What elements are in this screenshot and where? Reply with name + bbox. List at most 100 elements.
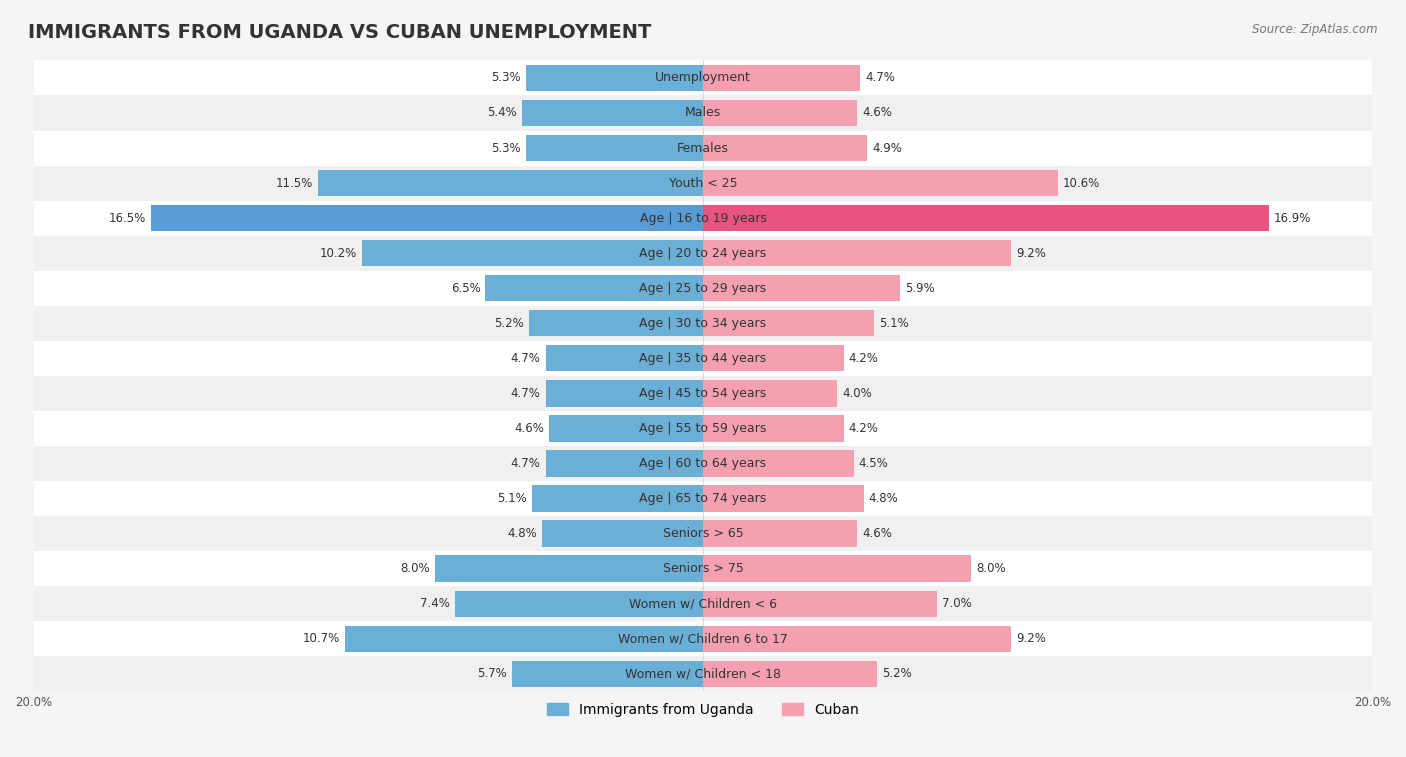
Text: 4.7%: 4.7% (865, 71, 896, 85)
Bar (512, 661, 703, 687)
Text: Age | 55 to 59 years: Age | 55 to 59 years (640, 422, 766, 435)
Bar (703, 380, 837, 407)
Text: Age | 45 to 54 years: Age | 45 to 54 years (640, 387, 766, 400)
Text: 4.8%: 4.8% (508, 527, 537, 540)
Text: 5.9%: 5.9% (905, 282, 935, 294)
Text: 16.9%: 16.9% (1274, 212, 1310, 225)
Legend: Immigrants from Uganda, Cuban: Immigrants from Uganda, Cuban (541, 697, 865, 722)
Bar (436, 556, 703, 581)
Bar (34, 446, 1372, 481)
Bar (34, 61, 1372, 95)
Bar (526, 65, 703, 91)
Bar (703, 240, 1011, 266)
Text: 10.7%: 10.7% (302, 632, 340, 645)
Bar (34, 95, 1372, 130)
Text: Females: Females (678, 142, 728, 154)
Bar (456, 590, 703, 617)
Text: 4.2%: 4.2% (849, 352, 879, 365)
Bar (34, 586, 1372, 621)
Text: 8.0%: 8.0% (976, 562, 1005, 575)
Bar (344, 625, 703, 652)
Bar (361, 240, 703, 266)
Text: Age | 65 to 74 years: Age | 65 to 74 years (640, 492, 766, 505)
Bar (543, 520, 703, 547)
Bar (703, 520, 858, 547)
Text: 5.2%: 5.2% (882, 667, 912, 681)
Text: 5.2%: 5.2% (494, 316, 524, 330)
Text: 16.5%: 16.5% (108, 212, 146, 225)
Bar (34, 271, 1372, 306)
Bar (703, 100, 858, 126)
Text: 5.7%: 5.7% (478, 667, 508, 681)
Bar (703, 590, 938, 617)
Bar (485, 275, 703, 301)
Bar (34, 166, 1372, 201)
Text: Women w/ Children < 6: Women w/ Children < 6 (628, 597, 778, 610)
Text: 4.2%: 4.2% (849, 422, 879, 435)
Bar (34, 235, 1372, 271)
Text: 6.5%: 6.5% (451, 282, 481, 294)
Bar (548, 416, 703, 441)
Bar (34, 306, 1372, 341)
Text: 7.4%: 7.4% (420, 597, 450, 610)
Bar (546, 345, 703, 372)
Bar (529, 310, 703, 336)
Text: 4.9%: 4.9% (872, 142, 901, 154)
Bar (703, 345, 844, 372)
Bar (703, 625, 1011, 652)
Bar (703, 416, 844, 441)
Text: 4.7%: 4.7% (510, 387, 541, 400)
Text: 4.6%: 4.6% (515, 422, 544, 435)
Text: Seniors > 75: Seniors > 75 (662, 562, 744, 575)
Bar (546, 380, 703, 407)
Text: Age | 20 to 24 years: Age | 20 to 24 years (640, 247, 766, 260)
Bar (34, 375, 1372, 411)
Bar (34, 516, 1372, 551)
Bar (546, 450, 703, 477)
Bar (703, 205, 1268, 232)
Text: 10.6%: 10.6% (1063, 176, 1099, 189)
Bar (703, 310, 873, 336)
Text: 11.5%: 11.5% (276, 176, 314, 189)
Text: Women w/ Children 6 to 17: Women w/ Children 6 to 17 (619, 632, 787, 645)
Text: Seniors > 65: Seniors > 65 (662, 527, 744, 540)
Text: IMMIGRANTS FROM UGANDA VS CUBAN UNEMPLOYMENT: IMMIGRANTS FROM UGANDA VS CUBAN UNEMPLOY… (28, 23, 651, 42)
Bar (150, 205, 703, 232)
Text: 5.1%: 5.1% (498, 492, 527, 505)
Bar (703, 450, 853, 477)
Text: Youth < 25: Youth < 25 (669, 176, 737, 189)
Bar (703, 485, 863, 512)
Text: Age | 35 to 44 years: Age | 35 to 44 years (640, 352, 766, 365)
Text: 4.7%: 4.7% (510, 457, 541, 470)
Text: 5.3%: 5.3% (491, 142, 520, 154)
Bar (526, 135, 703, 161)
Text: 5.3%: 5.3% (491, 71, 520, 85)
Text: Age | 60 to 64 years: Age | 60 to 64 years (640, 457, 766, 470)
Bar (703, 661, 877, 687)
Bar (522, 100, 703, 126)
Bar (34, 201, 1372, 235)
Text: Age | 25 to 29 years: Age | 25 to 29 years (640, 282, 766, 294)
Text: 4.6%: 4.6% (862, 107, 891, 120)
Bar (318, 170, 703, 196)
Bar (703, 135, 868, 161)
Text: 5.4%: 5.4% (488, 107, 517, 120)
Bar (703, 65, 860, 91)
Text: 5.1%: 5.1% (879, 316, 908, 330)
Bar (34, 341, 1372, 375)
Text: 4.5%: 4.5% (859, 457, 889, 470)
Text: Age | 30 to 34 years: Age | 30 to 34 years (640, 316, 766, 330)
Bar (34, 130, 1372, 166)
Bar (703, 170, 1057, 196)
Bar (703, 275, 900, 301)
Text: 8.0%: 8.0% (401, 562, 430, 575)
Text: 9.2%: 9.2% (1017, 632, 1046, 645)
Bar (34, 551, 1372, 586)
Text: 4.6%: 4.6% (862, 527, 891, 540)
Text: 7.0%: 7.0% (942, 597, 972, 610)
Text: Source: ZipAtlas.com: Source: ZipAtlas.com (1253, 23, 1378, 36)
Text: 9.2%: 9.2% (1017, 247, 1046, 260)
Text: 4.0%: 4.0% (842, 387, 872, 400)
Bar (34, 481, 1372, 516)
Text: 4.7%: 4.7% (510, 352, 541, 365)
